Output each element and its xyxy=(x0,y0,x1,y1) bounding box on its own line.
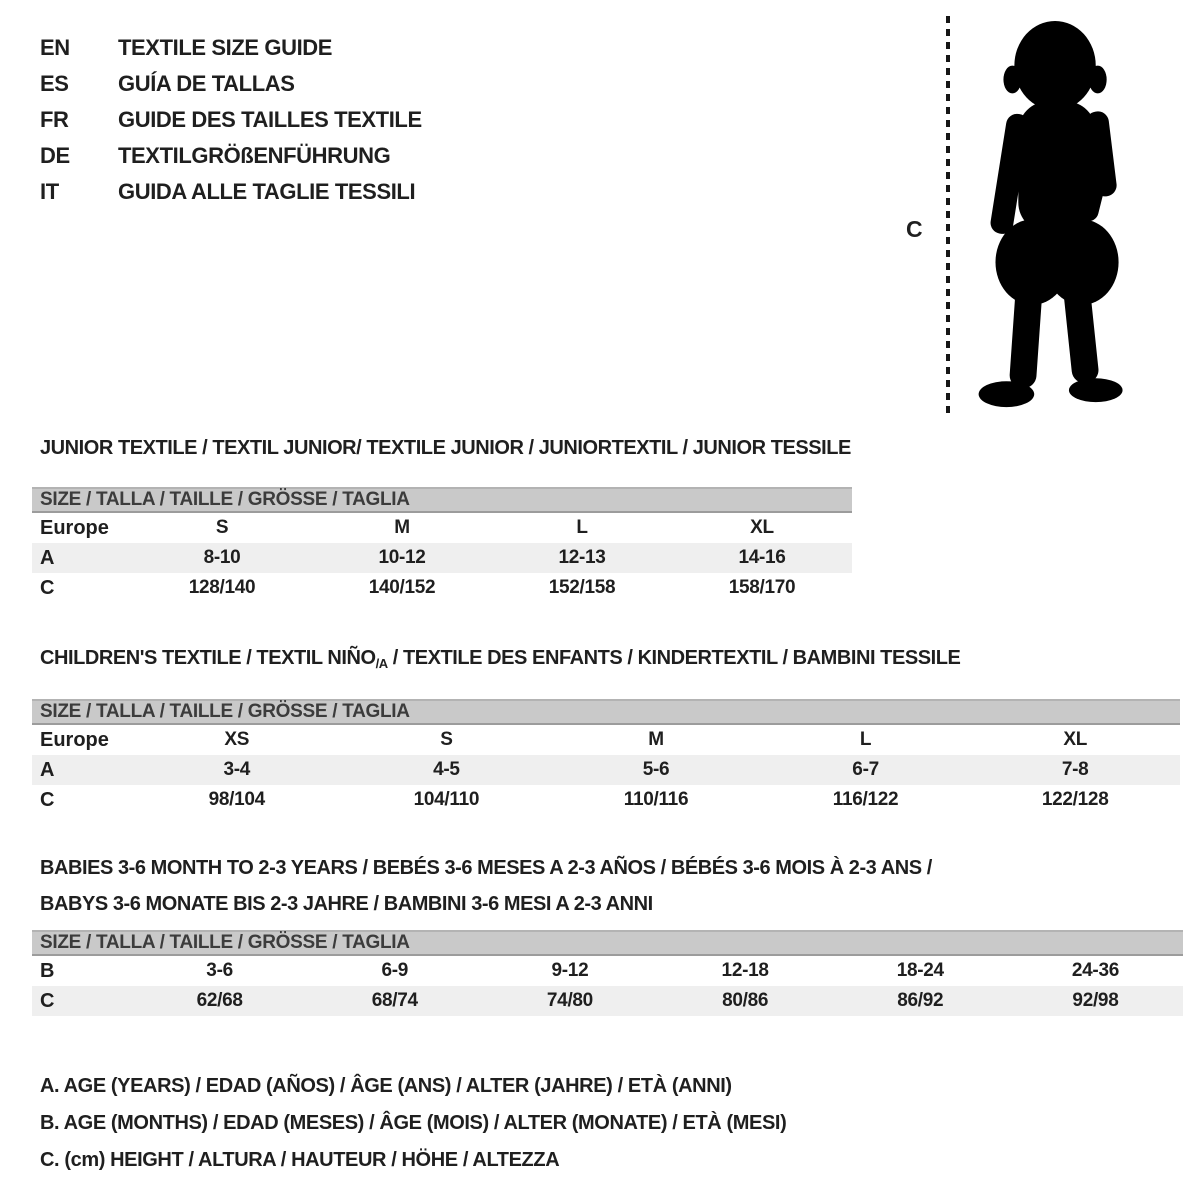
table-row: C 62/68 68/74 74/80 80/86 86/92 92/98 xyxy=(32,986,1183,1016)
junior-textile-section: JUNIOR TEXTILE / TEXTIL JUNIOR/ TEXTILE … xyxy=(32,437,852,603)
table-cell: 12-18 xyxy=(721,960,769,981)
size-header-bar: SIZE / TALLA / TAILLE / GRÖSSE / TAGLIA xyxy=(32,487,852,513)
table-cell: 80/86 xyxy=(722,990,769,1011)
title-line: BABIES 3-6 MONTH TO 2-3 YEARS / BEBÉS 3-… xyxy=(40,857,932,879)
row-label: Europe xyxy=(40,728,109,751)
title-subscript: /A xyxy=(375,656,389,671)
row-label: A xyxy=(40,546,55,569)
section-title: BABIES 3-6 MONTH TO 2-3 YEARS / BEBÉS 3-… xyxy=(32,850,1183,922)
row-label: C xyxy=(40,788,55,811)
legend: A. AGE (YEARS) / EDAD (AÑOS) / ÂGE (ANS)… xyxy=(40,1068,787,1179)
language-title-block: EN TEXTILE SIZE GUIDE ES GUÍA DE TALLAS … xyxy=(40,30,422,210)
table-cell: 8-10 xyxy=(203,547,241,568)
language-label: GUIDA ALLE TAGLIE TESSILI xyxy=(118,179,416,204)
table-row: Europe S M L XL xyxy=(32,513,852,543)
legend-line-b: B. AGE (MONTHS) / EDAD (MESES) / ÂGE (MO… xyxy=(40,1112,787,1134)
table-cell: 10-12 xyxy=(378,547,426,568)
row-label: A xyxy=(40,758,55,781)
table-row: A 3-4 4-5 5-6 6-7 7-8 xyxy=(32,755,1180,785)
table-cell: 110/116 xyxy=(623,789,689,810)
height-measure-dashed-line xyxy=(946,16,950,416)
table-cell: 14-16 xyxy=(738,547,786,568)
table-row: C 128/140 140/152 152/158 158/170 xyxy=(32,573,852,603)
language-label: GUIDE DES TAILLES TEXTILE xyxy=(118,107,422,132)
table-cell: 98/104 xyxy=(208,789,266,810)
table-cell: 74/80 xyxy=(546,990,593,1011)
children-textile-section: CHILDREN'S TEXTILE / TEXTIL NIÑO/A / TEX… xyxy=(32,647,1180,815)
language-row: DE TEXTILGRÖßENFÜHRUNG xyxy=(40,138,422,174)
table-cell: 12-13 xyxy=(558,547,606,568)
table-cell: 6-9 xyxy=(381,960,409,981)
title-part: CHILDREN'S TEXTILE / TEXTIL NIÑO xyxy=(40,647,376,669)
babies-textile-section: BABIES 3-6 MONTH TO 2-3 YEARS / BEBÉS 3-… xyxy=(32,850,1183,1016)
language-row: EN TEXTILE SIZE GUIDE xyxy=(40,30,422,66)
table-cell: L xyxy=(859,729,872,750)
size-header-bar: SIZE / TALLA / TAILLE / GRÖSSE / TAGLIA xyxy=(32,699,1180,725)
legend-line-c: C. (cm) HEIGHT / ALTURA / HAUTEUR / HÖHE… xyxy=(40,1149,560,1171)
language-code: ES xyxy=(40,71,69,96)
section-title: JUNIOR TEXTILE / TEXTIL JUNIOR/ TEXTILE … xyxy=(40,437,851,459)
table-cell: M xyxy=(648,729,664,750)
table-row: C 98/104 104/110 110/116 116/122 122/128 xyxy=(32,785,1180,815)
legend-line-a: A. AGE (YEARS) / EDAD (AÑOS) / ÂGE (ANS)… xyxy=(40,1075,732,1097)
language-label: TEXTILGRÖßENFÜHRUNG xyxy=(118,143,391,168)
table-cell: M xyxy=(394,517,410,538)
title-part: / TEXTILE DES ENFANTS / KINDERTEXTIL / B… xyxy=(387,647,961,669)
language-label: GUÍA DE TALLAS xyxy=(118,71,295,96)
language-row: IT GUIDA ALLE TAGLIE TESSILI xyxy=(40,174,422,210)
table-cell: 6-7 xyxy=(852,759,879,780)
language-code: FR xyxy=(40,107,69,132)
language-row: ES GUÍA DE TALLAS xyxy=(40,66,422,102)
table-cell: 24-36 xyxy=(1071,960,1119,981)
table-cell: S xyxy=(215,517,229,538)
language-code: DE xyxy=(40,143,70,168)
table-cell: 3-6 xyxy=(206,960,233,981)
table-row: A 8-10 10-12 12-13 14-16 xyxy=(32,543,852,573)
toddler-silhouette-icon xyxy=(962,16,1162,418)
language-code: IT xyxy=(40,179,59,204)
table-cell: 92/98 xyxy=(1072,990,1119,1011)
table-cell: 104/110 xyxy=(413,789,480,810)
table-cell: 86/92 xyxy=(897,990,944,1011)
table-cell: XL xyxy=(1063,729,1088,750)
table-cell: 128/140 xyxy=(188,577,256,598)
table-cell: 4-5 xyxy=(433,759,460,780)
table-cell: 7-8 xyxy=(1061,759,1089,780)
table-cell: XL xyxy=(750,517,774,538)
table-row: Europe XS S M L XL xyxy=(32,725,1180,755)
title-line: BABYS 3-6 MONATE BIS 2-3 JAHRE / BAMBINI… xyxy=(40,893,653,915)
table-cell: XS xyxy=(224,729,250,750)
table-cell: 5-6 xyxy=(642,759,670,780)
table-cell: 122/128 xyxy=(1041,789,1109,810)
height-measure-label: C xyxy=(906,216,923,242)
size-header-bar: SIZE / TALLA / TAILLE / GRÖSSE / TAGLIA xyxy=(32,930,1183,956)
row-label: Europe xyxy=(40,516,109,539)
table-row: B 3-6 6-9 9-12 12-18 18-24 24-36 xyxy=(32,956,1183,986)
row-label: C xyxy=(40,576,55,599)
section-title: CHILDREN'S TEXTILE / TEXTIL NIÑO/A / TEX… xyxy=(32,647,1180,675)
row-label: C xyxy=(40,989,55,1012)
table-cell: 9-12 xyxy=(551,960,589,981)
table-cell: 18-24 xyxy=(896,960,944,981)
table-cell: 116/122 xyxy=(832,789,899,810)
language-code: EN xyxy=(40,35,70,60)
table-cell: 62/68 xyxy=(196,990,243,1011)
row-label: B xyxy=(40,959,55,982)
language-label: TEXTILE SIZE GUIDE xyxy=(118,35,333,60)
table-cell: 158/170 xyxy=(728,577,796,598)
table-cell: 140/152 xyxy=(368,577,436,598)
table-cell: S xyxy=(440,729,453,750)
table-cell: 3-4 xyxy=(223,759,251,780)
language-row: FR GUIDE DES TAILLES TEXTILE xyxy=(40,102,422,138)
table-cell: 68/74 xyxy=(371,990,418,1011)
table-cell: 152/158 xyxy=(548,577,616,598)
table-cell: L xyxy=(576,517,588,538)
